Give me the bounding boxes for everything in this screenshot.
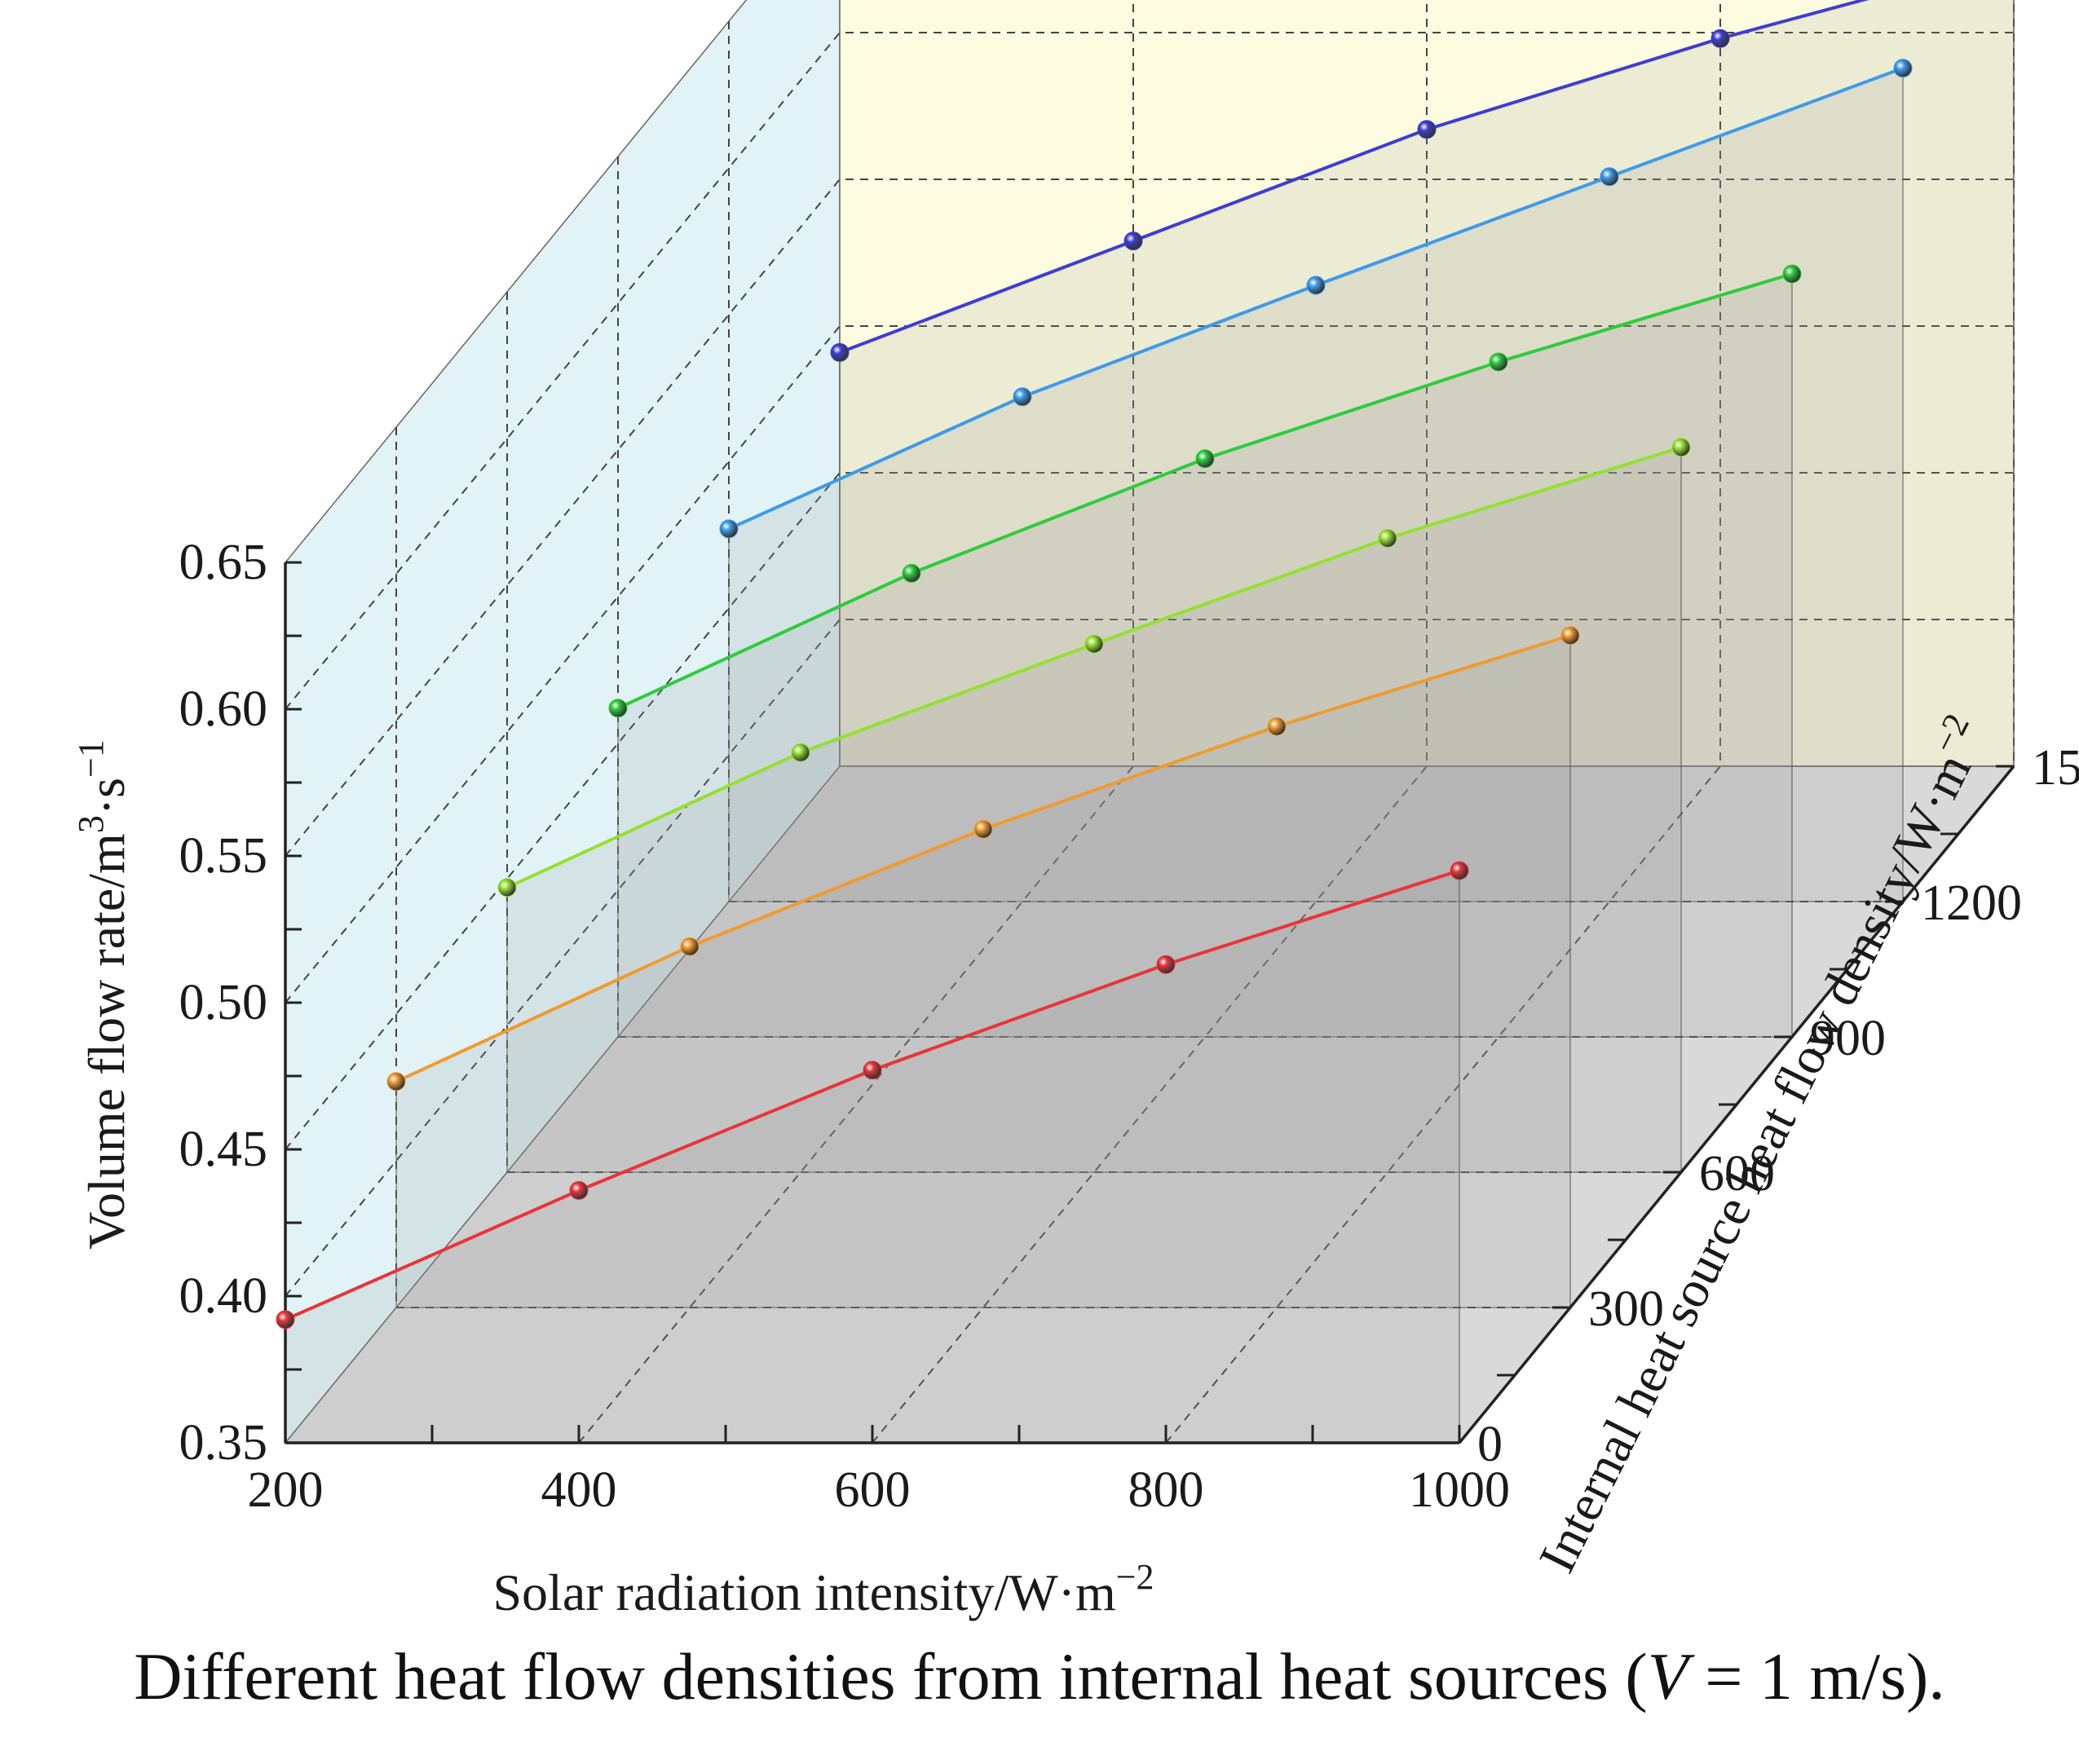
data-point-1200 — [719, 519, 739, 539]
data-point-0 — [863, 1061, 882, 1080]
x-tick-label: 200 — [248, 1462, 324, 1518]
data-point-300 — [386, 1072, 406, 1091]
data-point-600 — [497, 878, 517, 897]
z-tick-label: 900 — [1810, 1011, 1886, 1066]
data-point-300 — [973, 819, 993, 839]
x-tick-label: 800 — [1128, 1462, 1204, 1518]
caption-text: Different heat flow densities from inter… — [134, 1639, 1648, 1713]
x-tick-label: 600 — [835, 1462, 911, 1518]
z-tick-label: 1200 — [1921, 875, 2022, 931]
data-point-900 — [608, 699, 628, 718]
data-point-600 — [1378, 528, 1397, 548]
data-point-1200 — [1306, 276, 1326, 295]
data-point-900 — [1489, 352, 1508, 372]
chart-series — [276, 0, 1913, 1330]
data-point-1200 — [1013, 387, 1032, 407]
y-tick-label: 0.50 — [179, 975, 268, 1030]
y-tick-label: 0.55 — [179, 828, 268, 884]
data-point-1500 — [1123, 232, 1143, 251]
y-tick-label: 0.65 — [179, 535, 268, 590]
x-tick-label: 400 — [541, 1462, 617, 1518]
z-tick-label: 1500 — [2032, 740, 2079, 796]
data-point-300 — [680, 937, 700, 956]
y-tick-label: 0.45 — [179, 1122, 268, 1177]
z-tick-label: 600 — [1699, 1146, 1775, 1202]
y-tick-label: 0.35 — [179, 1415, 268, 1471]
data-point-0 — [276, 1310, 295, 1330]
data-point-1500 — [830, 342, 850, 362]
data-point-900 — [902, 563, 921, 583]
data-point-900 — [1195, 449, 1215, 469]
data-point-300 — [1267, 717, 1287, 736]
chart-axes — [284, 561, 2015, 1444]
data-point-600 — [1671, 438, 1691, 457]
y-tick-label: 0.40 — [179, 1268, 268, 1324]
data-point-300 — [1560, 626, 1580, 646]
data-point-600 — [1084, 634, 1104, 654]
data-point-0 — [569, 1180, 589, 1200]
caption-variable: V — [1647, 1639, 1688, 1713]
figure-caption: Different heat flow densities from inter… — [0, 1638, 2079, 1715]
data-point-900 — [1782, 264, 1802, 284]
chart-series-curtains — [285, 0, 2015, 1444]
z-tick-label: 0 — [1477, 1417, 1503, 1472]
data-point-1200 — [1893, 59, 1913, 78]
data-point-600 — [791, 743, 810, 762]
data-point-1500 — [1417, 120, 1437, 139]
y-axis-title: Volume flow rate/m3·s−1 — [71, 739, 135, 1250]
data-point-0 — [1450, 861, 1469, 880]
caption-rest: = 1 m/s). — [1688, 1639, 1945, 1713]
data-point-0 — [1156, 955, 1176, 974]
x-axis-title: Solar radiation intensity/W·m−2 — [492, 1557, 1154, 1621]
x-tick-label: 1000 — [1409, 1462, 1510, 1518]
data-point-1500 — [1710, 29, 1730, 48]
z-tick-label: 300 — [1588, 1281, 1664, 1337]
y-tick-label: 0.60 — [179, 681, 268, 737]
data-point-1200 — [1600, 167, 1619, 187]
